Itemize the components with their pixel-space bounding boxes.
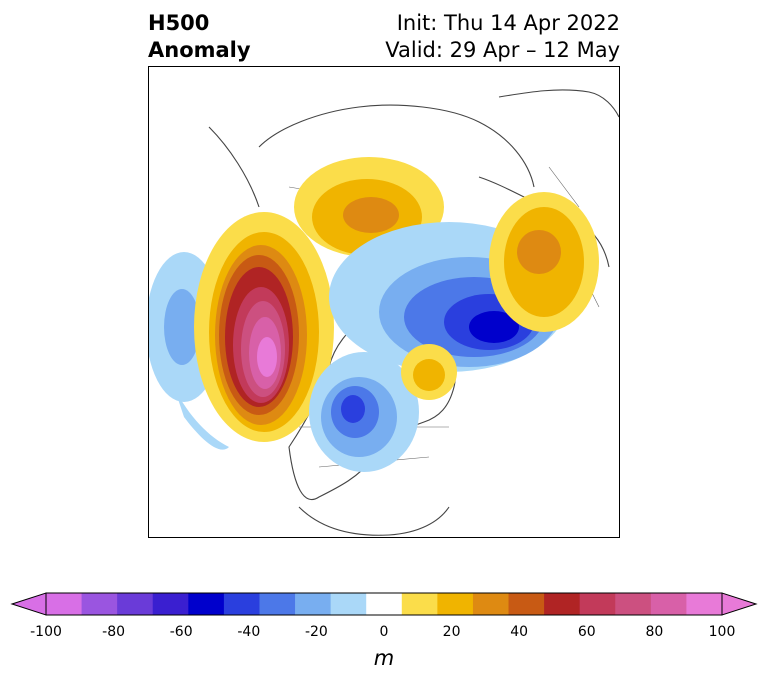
- init-date: Init: Thu 14 Apr 2022: [396, 11, 620, 35]
- colorbar-cell: [544, 593, 581, 615]
- valid-date: Valid: 29 Apr – 12 May: [385, 38, 620, 62]
- colorbar-cell: [366, 593, 403, 615]
- colorbar-cell: [188, 593, 225, 615]
- colorbar-cell: [615, 593, 652, 615]
- anomaly-map: [149, 89, 619, 536]
- colorbar-right-arrow: [721, 592, 758, 616]
- colorbar-tick-label: 80: [645, 624, 664, 640]
- colorbar-cell: [117, 593, 154, 615]
- colorbar-tick-label: -80: [102, 624, 126, 640]
- colorbar-unit: m: [373, 646, 395, 670]
- colorbar-cell: [686, 593, 723, 615]
- colorbar-cell: [223, 593, 260, 615]
- colorbar-tick-label: -40: [237, 624, 261, 640]
- colorbar-tick-label: 40: [510, 624, 529, 640]
- colorbar-tick-label: 100: [708, 624, 736, 640]
- colorbar-tick-label: -100: [30, 624, 62, 640]
- map-dates: Init: Thu 14 Apr 2022 Valid: 29 Apr – 12…: [385, 10, 620, 64]
- colorbar-cell: [508, 593, 545, 615]
- colorbar-cell: [579, 593, 616, 615]
- colorbar-tick-label: 0: [379, 624, 389, 640]
- colorbar-tick-label: -60: [169, 624, 193, 640]
- colorbar-cell: [650, 593, 687, 615]
- colorbar-cell: [330, 593, 367, 615]
- colorbar-cell: [81, 593, 118, 615]
- colorbar-cell: [152, 593, 189, 615]
- map-title: H500 Anomaly: [148, 10, 251, 64]
- colorbar-tick-label: 60: [577, 624, 596, 640]
- colorbar-cell: [472, 593, 510, 615]
- colorbar-tick-label: 20: [442, 624, 461, 640]
- map-frame: [148, 66, 620, 538]
- colorbar-cell: [401, 593, 438, 615]
- colorbar-left-arrow: [10, 592, 47, 616]
- colorbar-tick-label: -20: [304, 624, 328, 640]
- anomaly-fields: [149, 157, 599, 472]
- colorbar-cell: [437, 593, 474, 615]
- colorbar: [10, 592, 758, 616]
- title-line2: Anomaly: [148, 38, 251, 62]
- colorbar-cell: [259, 593, 296, 615]
- title-line1: H500: [148, 11, 210, 35]
- colorbar-cell: [295, 593, 332, 615]
- colorbar-cell: [46, 593, 83, 615]
